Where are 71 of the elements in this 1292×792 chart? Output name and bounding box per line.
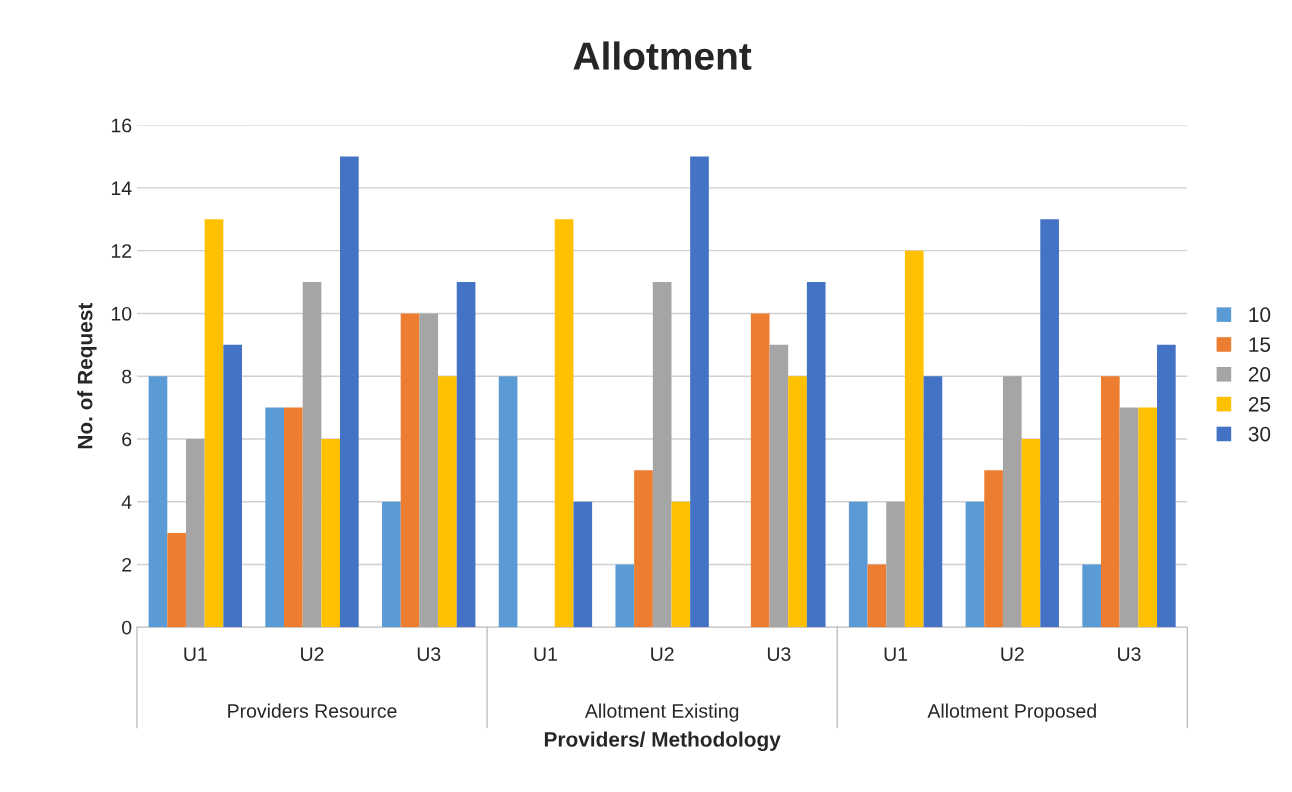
bar bbox=[1157, 344, 1176, 628]
x-tick-label: U1 bbox=[884, 647, 908, 661]
x-tick-label: U2 bbox=[301, 647, 324, 661]
bar bbox=[204, 219, 224, 628]
bar bbox=[185, 438, 205, 628]
x-tick-label: U2 bbox=[651, 647, 674, 661]
y-tick-label: 8 bbox=[122, 369, 132, 384]
bar bbox=[984, 470, 1003, 628]
bar bbox=[321, 438, 341, 628]
x-tick-label: U3 bbox=[1118, 647, 1141, 661]
x-tick-label: U1 bbox=[184, 647, 207, 661]
bar bbox=[284, 407, 303, 628]
legend-label: 25 bbox=[1248, 396, 1271, 412]
bar bbox=[904, 250, 924, 628]
text: Providers Resource bbox=[228, 703, 397, 718]
y-tick-label: 16 bbox=[111, 118, 132, 133]
y-tick-label: 2 bbox=[122, 557, 132, 572]
bar bbox=[1138, 407, 1157, 628]
y-axis-title: No. of Request bbox=[77, 302, 97, 449]
y-tick-label: 4 bbox=[121, 495, 132, 509]
bar bbox=[400, 313, 420, 628]
y-tick-label: 6 bbox=[122, 432, 132, 447]
bar bbox=[554, 219, 574, 628]
bar bbox=[1119, 407, 1139, 628]
x-tick-label: U1 bbox=[534, 647, 557, 661]
bar bbox=[652, 282, 672, 628]
bar bbox=[886, 501, 905, 628]
bar bbox=[456, 282, 476, 628]
bar bbox=[965, 501, 985, 628]
bar bbox=[690, 156, 709, 628]
legend-label: 20 bbox=[1248, 367, 1271, 382]
bar bbox=[615, 564, 635, 628]
bar bbox=[1100, 376, 1120, 628]
bar bbox=[419, 313, 439, 628]
x-tick-label: U3 bbox=[417, 647, 441, 661]
y-tick-label: 12 bbox=[111, 244, 132, 258]
bar bbox=[634, 470, 653, 628]
bar bbox=[788, 376, 807, 628]
bar bbox=[848, 501, 868, 628]
x-axis-title: Providers/ Methodology bbox=[544, 731, 781, 752]
bar bbox=[265, 407, 285, 628]
bar bbox=[1082, 564, 1101, 628]
text: Allotment Proposed bbox=[927, 703, 1096, 722]
x-tick-label: U3 bbox=[767, 647, 791, 661]
bar bbox=[167, 533, 186, 628]
bar bbox=[223, 344, 242, 628]
bar bbox=[302, 282, 322, 628]
chart-title: Allotment bbox=[573, 41, 752, 70]
y-tick-label: 14 bbox=[111, 181, 132, 195]
legend-label: 10 bbox=[1249, 307, 1271, 323]
bar bbox=[923, 376, 943, 628]
y-tick-label: 0 bbox=[122, 620, 132, 635]
bar bbox=[340, 156, 359, 628]
bar bbox=[382, 501, 401, 628]
bar bbox=[438, 376, 457, 628]
legend-label: 15 bbox=[1249, 337, 1271, 352]
bar bbox=[867, 564, 887, 628]
y-tick-label: 10 bbox=[111, 306, 132, 321]
text: Allotment Existing bbox=[584, 703, 739, 722]
bar bbox=[498, 376, 518, 628]
bar bbox=[573, 501, 593, 628]
bar bbox=[671, 501, 691, 628]
legend-label: 30 bbox=[1248, 426, 1271, 442]
x-tick-label: U2 bbox=[1001, 647, 1024, 661]
bar bbox=[1002, 376, 1022, 628]
bar bbox=[1040, 219, 1059, 628]
bar bbox=[806, 282, 826, 628]
bar bbox=[750, 313, 770, 628]
bar bbox=[1021, 438, 1041, 628]
bar bbox=[769, 344, 789, 628]
bar bbox=[148, 376, 168, 628]
